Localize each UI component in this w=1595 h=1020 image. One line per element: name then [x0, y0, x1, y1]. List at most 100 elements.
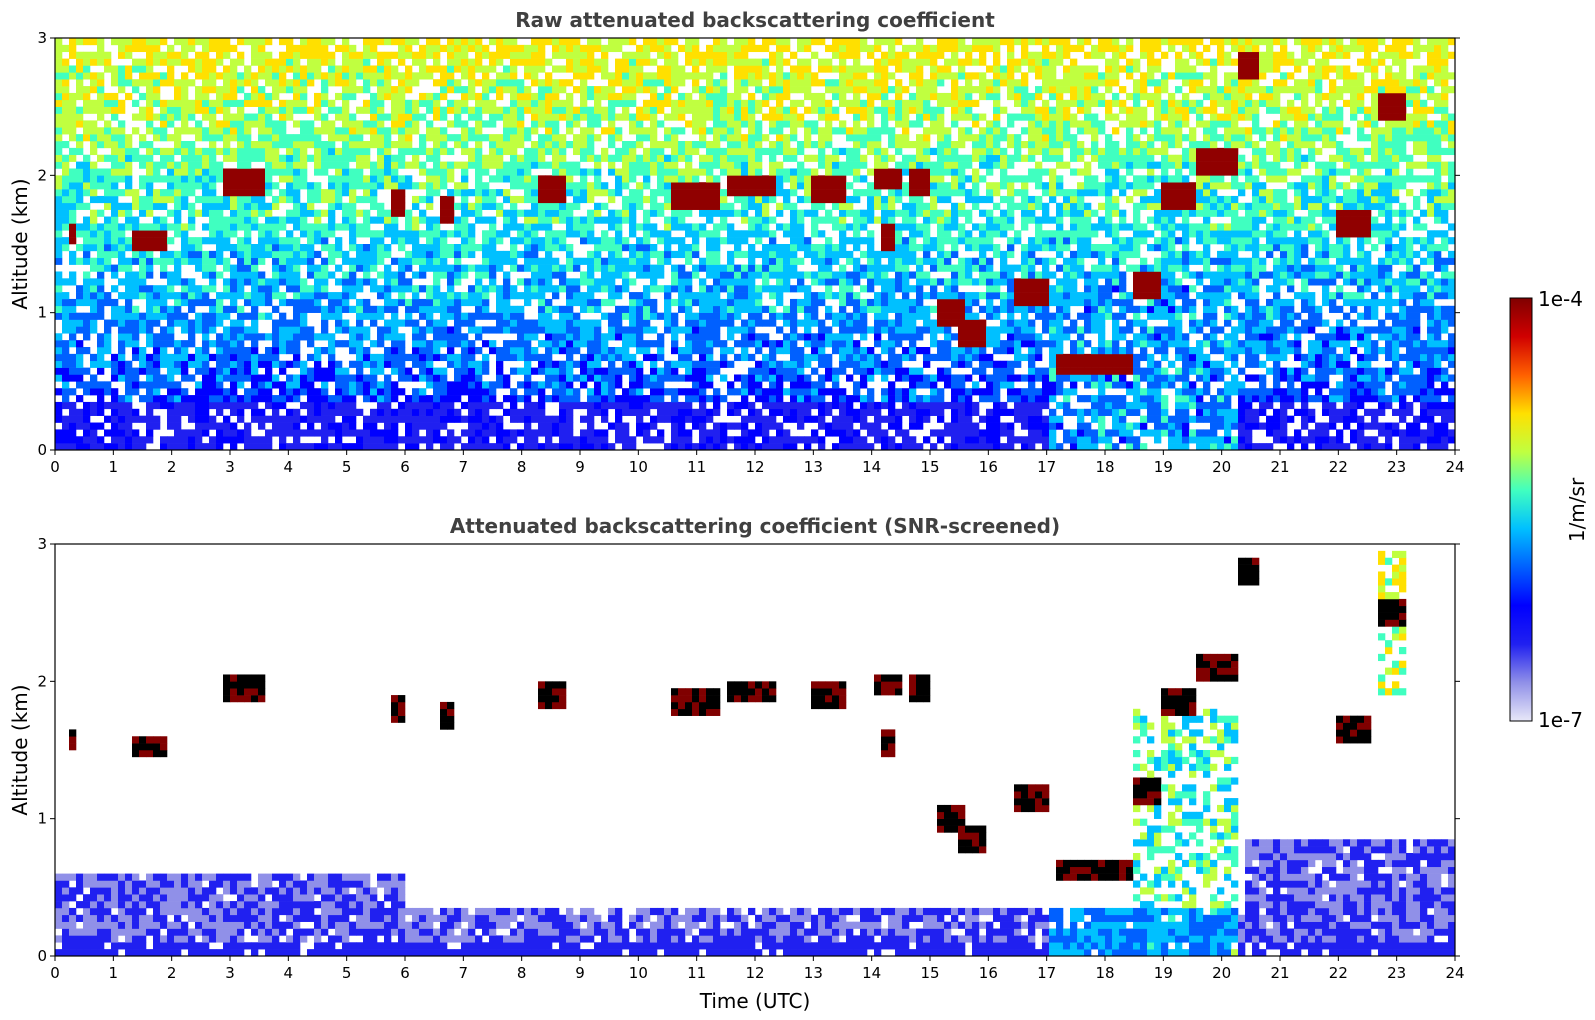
heatmap-cell — [482, 168, 490, 176]
heatmap-cell — [174, 292, 182, 300]
heatmap-cell — [615, 367, 623, 375]
heatmap-cell — [209, 195, 217, 204]
heatmap-cell — [160, 134, 168, 142]
heatmap-cell — [195, 168, 203, 176]
heatmap-cell — [69, 326, 77, 334]
heatmap-cell — [559, 381, 567, 389]
heatmap-cell — [349, 388, 357, 396]
heatmap-cell — [720, 202, 728, 210]
heatmap-cell — [636, 65, 644, 73]
heatmap-cell — [776, 51, 784, 59]
heatmap-cell — [741, 401, 749, 410]
heatmap-cell — [496, 401, 504, 410]
heatmap-cell — [657, 347, 665, 355]
heatmap-cell — [202, 127, 210, 135]
heatmap-cell — [685, 58, 693, 66]
heatmap-cell — [678, 264, 686, 272]
heatmap-cell — [125, 257, 133, 265]
heatmap-cell — [559, 429, 567, 437]
heatmap-cell — [293, 147, 301, 156]
heatmap-cell — [713, 154, 721, 162]
heatmap-cell — [209, 58, 217, 66]
heatmap-cell — [678, 271, 686, 279]
heatmap-cell — [545, 250, 553, 259]
heatmap-cell — [643, 264, 651, 272]
heatmap-cell — [62, 395, 70, 403]
heatmap-cell — [139, 319, 147, 327]
heatmap-cell — [468, 347, 476, 355]
heatmap-cell — [468, 388, 476, 396]
heatmap-cell — [377, 86, 385, 94]
heatmap-cell — [783, 223, 791, 231]
heatmap-cell — [167, 388, 175, 396]
heatmap-cell — [272, 120, 280, 128]
heatmap-cell — [678, 244, 686, 252]
heatmap-cell — [146, 353, 154, 362]
heatmap-cell — [594, 168, 602, 176]
heatmap-cell — [489, 271, 497, 279]
heatmap-cell — [741, 106, 749, 114]
heatmap-cell — [538, 401, 546, 410]
heatmap-cell — [349, 244, 357, 252]
heatmap-cell — [279, 237, 287, 245]
heatmap-cell — [321, 415, 329, 423]
heatmap-cell — [559, 182, 567, 190]
heatmap-cell — [517, 250, 525, 259]
heatmap-cell — [496, 305, 504, 313]
heatmap-cell — [741, 305, 749, 313]
heatmap-cell — [650, 209, 658, 217]
heatmap-cell — [447, 443, 455, 450]
heatmap-cell — [90, 401, 98, 410]
heatmap-cell — [349, 92, 357, 101]
heatmap-cell — [90, 312, 98, 320]
heatmap-cell — [755, 79, 763, 87]
heatmap-cell — [559, 209, 567, 217]
heatmap-cell — [727, 51, 735, 59]
heatmap-cell — [475, 333, 483, 341]
heatmap-cell — [734, 250, 742, 259]
heatmap-cell — [699, 422, 707, 430]
heatmap-cell — [363, 141, 371, 149]
heatmap-cell — [62, 141, 70, 149]
heatmap-cell — [321, 408, 329, 416]
heatmap-cell — [440, 415, 448, 423]
heatmap-cell — [209, 175, 217, 183]
heatmap-cell — [447, 326, 455, 334]
heatmap-cell — [566, 353, 574, 362]
heatmap-cell — [762, 264, 770, 272]
heatmap-cell — [580, 79, 588, 87]
heatmap-cell — [755, 72, 763, 80]
heatmap-cell — [489, 99, 497, 107]
heatmap-cell — [76, 353, 84, 362]
heatmap-cell — [727, 319, 735, 327]
heatmap-cell — [475, 367, 483, 375]
heatmap-cell — [398, 161, 406, 169]
heatmap-cell — [279, 223, 287, 231]
heatmap-cell — [258, 408, 266, 416]
heatmap-cell — [790, 367, 798, 375]
heatmap-cell — [447, 65, 455, 73]
heatmap-cell — [559, 319, 567, 327]
heatmap-cell — [195, 292, 203, 300]
heatmap-cell — [594, 319, 602, 327]
heatmap-cell — [251, 38, 259, 46]
heatmap-cell — [209, 271, 217, 279]
heatmap-cell — [300, 127, 308, 135]
heatmap-cell — [202, 429, 210, 437]
heatmap-cell — [426, 374, 434, 382]
heatmap-cell — [594, 333, 602, 341]
heatmap-cell — [335, 401, 343, 410]
heatmap-cell — [188, 223, 196, 231]
heatmap-cell — [69, 134, 77, 142]
heatmap-cell — [132, 257, 140, 265]
heatmap-cell — [398, 154, 406, 162]
heatmap-cell — [748, 381, 756, 389]
heatmap-cell — [426, 189, 434, 197]
heatmap-cell — [111, 244, 119, 252]
heatmap-cell — [244, 401, 252, 410]
heatmap-cell — [195, 257, 203, 265]
heatmap-cell — [55, 360, 63, 368]
heatmap-cell — [671, 195, 679, 204]
heatmap-cell — [790, 230, 798, 238]
heatmap-cell — [97, 44, 105, 53]
